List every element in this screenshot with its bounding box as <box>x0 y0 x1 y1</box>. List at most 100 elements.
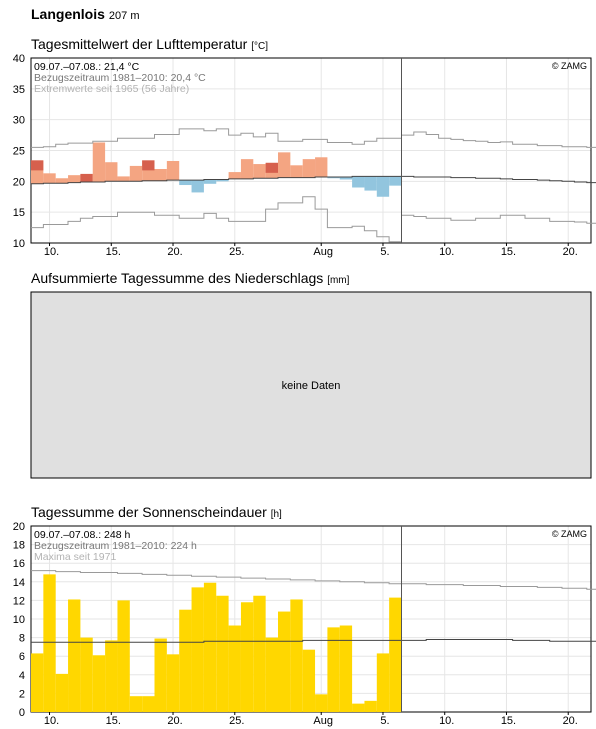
precipitation-no-data-text: keine Daten <box>282 380 341 392</box>
x-tick-label: 10. <box>439 715 454 727</box>
y-tick-label: 18 <box>13 540 25 552</box>
sunshine-bar <box>43 574 56 712</box>
x-tick-label: 15. <box>106 246 121 258</box>
y-tick-label: 8 <box>19 633 25 645</box>
temperature-bar <box>203 179 217 184</box>
y-tick-label: 40 <box>13 53 25 65</box>
sunshine-bar <box>265 637 278 712</box>
sunshine-title-text: Tagessumme der Sonnenscheindauer <box>31 504 267 520</box>
temperature-bar <box>290 165 303 178</box>
temperature-unit: [°C] <box>251 41 268 52</box>
min-line <box>31 196 596 243</box>
x-tick-label: 15. <box>501 715 516 727</box>
temperature-record-bar <box>80 173 93 182</box>
station-name: Langenlois <box>31 6 105 22</box>
y-tick-label: 20 <box>13 521 25 533</box>
temperature-plot-frame <box>30 57 592 244</box>
y-tick-label: 35 <box>13 84 25 96</box>
temperature-info-current: 09.07.–07.08.: 21,4 °C <box>34 61 140 73</box>
y-tick-label: 15 <box>13 207 25 219</box>
temperature-bar <box>376 176 390 197</box>
sunshine-bar <box>179 609 192 712</box>
x-tick-label: 25. <box>229 715 244 727</box>
sunshine-bar <box>327 627 340 712</box>
sunshine-title: Tagessumme der Sonnenscheindauer [h] <box>31 504 282 520</box>
temperature-bar <box>389 176 402 186</box>
sunshine-bar <box>216 595 229 712</box>
y-tick-label: 16 <box>13 558 25 570</box>
temperature-bar <box>43 173 56 184</box>
sunshine-bar <box>352 703 365 712</box>
temperature-bar <box>68 175 81 183</box>
sunshine-info-reference: Bezugszeitraum 1981–2010: 224 h <box>34 540 197 552</box>
sunshine-bar <box>315 694 328 712</box>
y-tick-label: 25 <box>13 146 25 158</box>
sunshine-bar <box>203 582 217 712</box>
y-tick-label: 6 <box>19 651 25 663</box>
temperature-bar <box>154 169 167 181</box>
sunshine-bar <box>253 595 266 712</box>
precipitation-chart: keine Daten <box>30 291 592 479</box>
sunshine-bar <box>339 625 353 712</box>
max-line <box>31 128 596 148</box>
temperature-chart: 10 15 20 25 30 35 40 10. 15. 20. 25. Aug 5. 10. 15. 20.… <box>13 53 596 258</box>
x-tick-label: 20. <box>563 246 578 258</box>
sunshine-bar <box>389 597 402 712</box>
temperature-bar <box>253 164 266 179</box>
temperature-info-reference: Bezugszeitraum 1981–2010: 20,4 °C <box>34 72 206 84</box>
x-tick-label: 15. <box>501 246 516 258</box>
y-tick-label: 0 <box>19 707 25 719</box>
sunshine-bar <box>240 602 254 712</box>
temperature-bar <box>55 178 69 184</box>
temperature-bar <box>117 176 130 182</box>
sunshine-mean-line <box>31 639 596 643</box>
sunshine-bar <box>290 599 303 712</box>
sunshine-bar <box>166 654 180 712</box>
sunshine-bar <box>228 625 241 712</box>
temperature-bar <box>315 157 328 178</box>
temperature-copyright: © ZAMG <box>552 61 587 71</box>
x-tick-label: 10. <box>439 246 454 258</box>
precipitation-title: Aufsummierte Tagessumme des Niederschlag… <box>31 270 349 286</box>
y-tick-label: 12 <box>13 595 25 607</box>
sunshine-bar <box>191 587 204 712</box>
x-tick-label: 20. <box>563 715 578 727</box>
station-altitude: 207 m <box>108 10 140 22</box>
sunshine-bar <box>302 649 316 712</box>
y-tick-label: 10 <box>13 614 25 626</box>
sunshine-bar <box>154 638 167 712</box>
temperature-bar <box>352 176 365 188</box>
x-tick-label: 5. <box>380 715 389 727</box>
temperature-bar <box>216 179 229 182</box>
temperature-bar <box>302 159 316 178</box>
temperature-bar <box>278 152 291 178</box>
temperature-bar <box>166 160 180 181</box>
x-tick-label: 20. <box>167 246 182 258</box>
x-tick-label: Aug <box>313 246 333 258</box>
temperature-title: Tagesmittelwert der Lufttemperatur [°C] <box>31 36 268 52</box>
sunshine-info-current: 09.07.–07.08.: 248 h <box>34 529 130 541</box>
x-tick-label: 10. <box>44 715 59 727</box>
sunshine-bar <box>55 673 69 712</box>
y-tick-label: 10 <box>13 238 25 250</box>
temperature-info-extreme: Extremwerte seit 1965 (56 Jahre) <box>34 83 189 95</box>
temperature-title-text: Tagesmittelwert der Lufttemperatur <box>31 36 248 52</box>
temperature-bar <box>364 176 377 191</box>
temperature-record-bar <box>142 160 155 171</box>
temperature-bar <box>105 162 118 182</box>
station-header: Langenlois 207 m <box>31 6 139 22</box>
sunshine-bar <box>117 600 130 712</box>
sunshine-bar <box>68 599 81 712</box>
temperature-record-bar <box>265 162 278 173</box>
x-tick-label: 20. <box>167 715 182 727</box>
sunshine-bar <box>105 640 118 712</box>
precipitation-unit: [mm] <box>327 275 350 286</box>
temperature-bar <box>92 142 106 182</box>
sunshine-bar <box>142 696 155 712</box>
temperature-bar <box>240 159 254 179</box>
temperature-bar <box>179 180 192 186</box>
x-tick-label: 15. <box>106 715 121 727</box>
precipitation-no-data-panel <box>30 291 592 479</box>
temperature-bar <box>327 177 340 179</box>
